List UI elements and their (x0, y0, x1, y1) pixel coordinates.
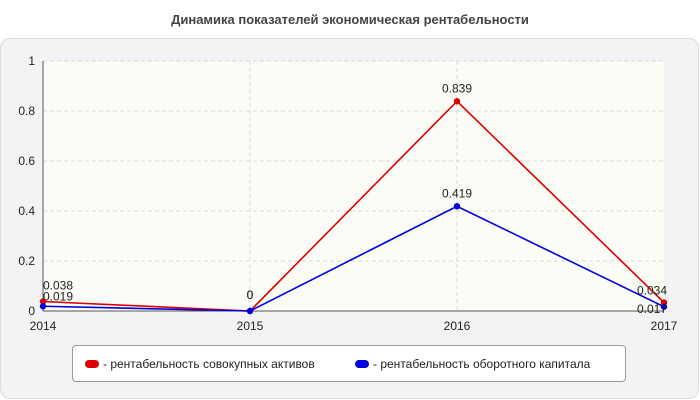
grid-layer (43, 60, 664, 311)
x-tick-label: 2015 (237, 319, 264, 333)
axis-layer: 0 0.2 0.4 0.6 0.8 1 2014 2015 2016 2017 (18, 54, 677, 333)
legend-item-total-assets[interactable]: - рентабельность совокупных активов (85, 346, 315, 381)
legend-label-total-assets: - рентабельность совокупных активов (103, 356, 315, 371)
data-label: 0 (247, 288, 254, 302)
data-label: 0.017 (637, 302, 667, 316)
y-tick-label: 1 (28, 54, 35, 68)
data-point[interactable] (453, 203, 461, 210)
legend-label-working-capital: - рентабельность оборотного капитала (373, 356, 591, 371)
series-line-1 (42, 205, 665, 312)
legend-swatch-working-capital (355, 359, 369, 368)
y-tick-label: 0.2 (18, 254, 35, 268)
data-label: 0 (247, 288, 254, 302)
data-point[interactable] (39, 303, 47, 310)
series-layer (39, 98, 668, 315)
chart-legend: - рентабельность совокупных активов - ре… (72, 345, 626, 382)
y-tick-label: 0.4 (18, 204, 35, 218)
data-point[interactable] (453, 98, 461, 105)
legend-item-working-capital[interactable]: - рентабельность оборотного капитала (355, 346, 590, 381)
x-tick-label: 2014 (30, 319, 57, 333)
x-tick-label: 2017 (651, 319, 678, 333)
data-point[interactable] (660, 303, 668, 310)
y-tick-label: 0.6 (18, 154, 35, 168)
y-tick-label: 0.8 (18, 104, 35, 118)
data-point[interactable] (39, 298, 47, 305)
data-label: 0.034 (637, 284, 667, 298)
data-label: 0.419 (442, 186, 472, 200)
data-point[interactable] (246, 307, 254, 315)
y-tick-label: 0 (28, 304, 35, 318)
data-label: 0.038 (43, 279, 73, 293)
data-label: 0.839 (442, 81, 472, 95)
data-label: 0.019 (43, 289, 73, 303)
chart-title: Динамика показателей экономическая рента… (171, 12, 529, 27)
legend-swatch-total-assets (85, 359, 99, 368)
series-line-0 (42, 100, 665, 312)
x-tick-label: 2016 (444, 319, 471, 333)
plot-area (43, 61, 664, 311)
